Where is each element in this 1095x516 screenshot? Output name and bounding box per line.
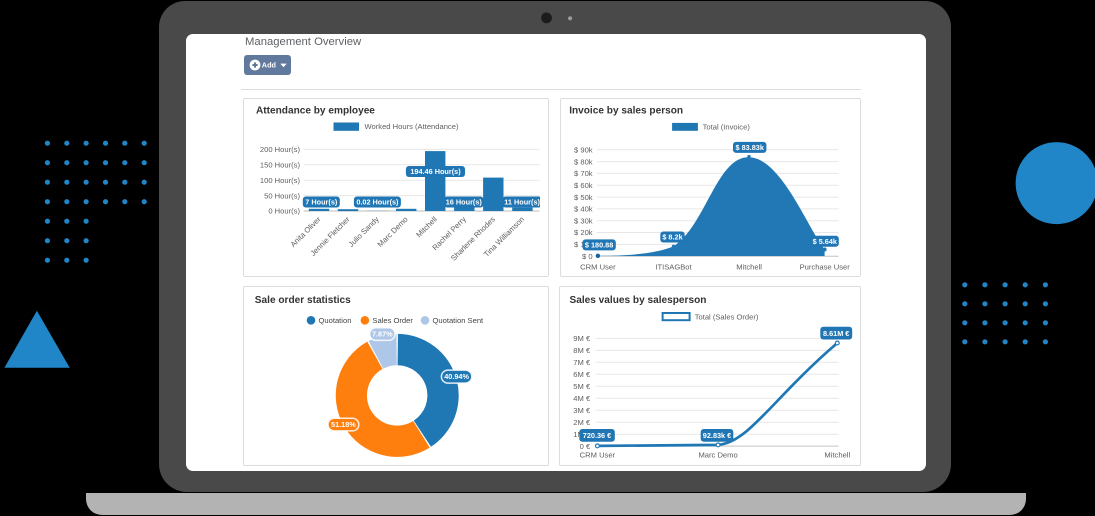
svg-text:200 Hour(s): 200 Hour(s)	[260, 145, 301, 154]
svg-text:Marc Demo: Marc Demo	[376, 215, 410, 249]
svg-text:Total (Invoice): Total (Invoice)	[703, 122, 751, 131]
svg-text:9M €: 9M €	[574, 334, 592, 343]
svg-text:150 Hour(s): 150 Hour(s)	[260, 161, 301, 170]
svg-text:Quotation: Quotation	[319, 316, 352, 325]
svg-text:Sale order statistics: Sale order statistics	[255, 295, 351, 306]
svg-text:$ 90k: $ 90k	[574, 146, 593, 155]
svg-text:40.94%: 40.94%	[444, 372, 469, 381]
svg-text:Mitchell: Mitchell	[414, 215, 439, 240]
svg-text:Sales values by salesperson: Sales values by salesperson	[570, 295, 707, 306]
svg-text:3M €: 3M €	[574, 406, 592, 415]
svg-text:Add: Add	[262, 60, 276, 69]
svg-text:$ 8.2k: $ 8.2k	[663, 233, 684, 242]
svg-text:$ 30k: $ 30k	[574, 216, 593, 225]
svg-text:0 €: 0 €	[580, 442, 591, 451]
svg-text:720.36 €: 720.36 €	[583, 431, 611, 440]
svg-text:$ 70k: $ 70k	[574, 169, 593, 178]
svg-text:$ 180.88: $ 180.88	[585, 241, 613, 250]
svg-text:Invoice by sales person: Invoice by sales person	[570, 105, 684, 116]
svg-text:Mitchell: Mitchell	[825, 450, 851, 459]
svg-text:CRM User: CRM User	[581, 262, 617, 271]
svg-text:Marc Demo: Marc Demo	[699, 450, 738, 459]
svg-text:11 Hour(s): 11 Hour(s)	[504, 198, 539, 207]
svg-text:$ 0: $ 0	[582, 252, 593, 261]
svg-text:4M €: 4M €	[574, 394, 592, 403]
svg-text:8M €: 8M €	[574, 346, 592, 355]
svg-text:Quotation Sent: Quotation Sent	[433, 316, 485, 325]
svg-text:92.83k €: 92.83k €	[703, 431, 731, 440]
svg-text:51.18%: 51.18%	[331, 420, 356, 429]
svg-text:$ 83.83k: $ 83.83k	[736, 143, 765, 152]
svg-text:0.02 Hour(s): 0.02 Hour(s)	[356, 198, 399, 207]
svg-text:Purchase User: Purchase User	[800, 262, 851, 271]
svg-text:Mitchell: Mitchell	[737, 262, 763, 271]
svg-text:$ 60k: $ 60k	[574, 181, 593, 190]
svg-text:$ 50k: $ 50k	[574, 193, 593, 202]
svg-text:50 Hour(s): 50 Hour(s)	[264, 191, 300, 200]
svg-text:194.46 Hour(s): 194.46 Hour(s)	[410, 167, 461, 176]
svg-text:CRM User: CRM User	[580, 450, 616, 459]
svg-text:8.61M €: 8.61M €	[823, 329, 849, 338]
svg-text:$ 5.64k: $ 5.64k	[813, 237, 838, 246]
svg-text:100 Hour(s): 100 Hour(s)	[260, 176, 301, 185]
svg-text:0 Hour(s): 0 Hour(s)	[268, 207, 300, 216]
svg-text:Worked Hours (Attendance): Worked Hours (Attendance)	[365, 122, 459, 131]
svg-text:ITISAGBot: ITISAGBot	[656, 262, 693, 271]
svg-text:6M €: 6M €	[574, 370, 592, 379]
svg-text:7 Hour(s): 7 Hour(s)	[305, 198, 338, 207]
svg-text:7M €: 7M €	[574, 358, 592, 367]
svg-text:$ 20k: $ 20k	[574, 228, 593, 237]
svg-text:2M €: 2M €	[574, 418, 592, 427]
svg-text:Sales Order: Sales Order	[372, 316, 413, 325]
svg-text:Total (Sales Order): Total (Sales Order)	[695, 312, 759, 321]
svg-text:5M €: 5M €	[574, 382, 592, 391]
svg-text:$ 80k: $ 80k	[574, 157, 593, 166]
svg-text:Attendance by employee: Attendance by employee	[256, 105, 375, 116]
svg-text:$ 40k: $ 40k	[574, 205, 593, 214]
svg-text:16 Hour(s): 16 Hour(s)	[446, 198, 483, 207]
svg-text:7.87%: 7.87%	[372, 329, 393, 338]
